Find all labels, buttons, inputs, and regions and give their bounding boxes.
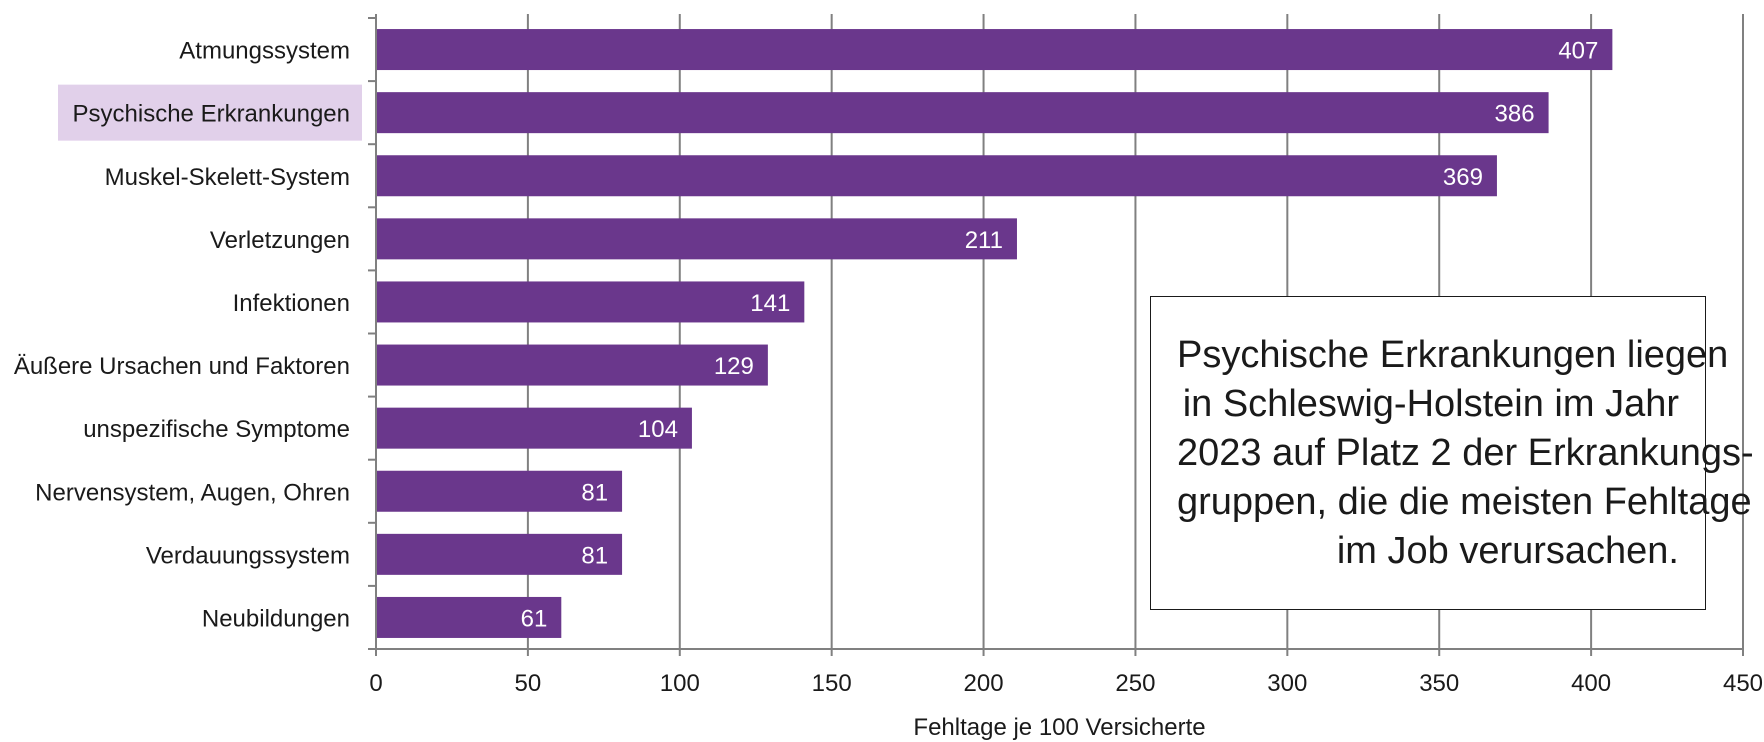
data-label: 407 xyxy=(1558,38,1598,65)
x-tick-label: 250 xyxy=(1115,670,1155,697)
data-label: 141 xyxy=(750,290,790,317)
x-axis-title: Fehltage je 100 Versicherte xyxy=(913,714,1205,741)
category-label: Nervensystem, Augen, Ohren xyxy=(35,479,350,506)
bar xyxy=(377,596,562,638)
data-label: 61 xyxy=(521,605,548,632)
data-label: 129 xyxy=(714,353,754,380)
data-label: 81 xyxy=(581,479,608,506)
category-label: Verdauungssystem xyxy=(146,542,350,569)
data-label: 104 xyxy=(638,416,678,443)
bar xyxy=(377,29,1613,71)
x-tick-label: 150 xyxy=(812,670,852,697)
category-label: Neubildungen xyxy=(202,605,350,632)
bar xyxy=(377,155,1497,197)
x-tick-label: 0 xyxy=(369,670,382,697)
axes xyxy=(368,14,1744,656)
callout-line: gruppen, die die meisten Fehltage xyxy=(1177,481,1752,523)
bar xyxy=(377,533,623,575)
callout-line: Psychische Erkrankungen liegen xyxy=(1177,334,1729,376)
x-tick-label: 300 xyxy=(1267,670,1307,697)
category-label: Verletzungen xyxy=(210,227,350,254)
category-label: unspezifische Symptome xyxy=(83,416,350,443)
bars xyxy=(377,29,1613,638)
callout-line: 2023 auf Platz 2 der Erkrankungs- xyxy=(1177,432,1754,474)
bar xyxy=(377,281,805,323)
category-label: Psychische Erkrankungen xyxy=(73,101,350,128)
x-tick-label: 350 xyxy=(1419,670,1459,697)
bar xyxy=(377,407,692,449)
x-tick-label: 100 xyxy=(660,670,700,697)
labels: 0 50 100 150 200 250 300 350 400 450 407 Atmungssys… xyxy=(14,38,1763,697)
x-tick-label: 400 xyxy=(1571,670,1611,697)
category-label: Muskel-Skelett-System xyxy=(105,164,350,191)
highlight-layer xyxy=(58,84,362,141)
category-label: Atmungssystem xyxy=(179,38,350,65)
data-label: 211 xyxy=(965,227,1003,254)
category-label: Äußere Ursachen und Faktoren xyxy=(14,353,350,380)
bar xyxy=(377,344,768,386)
x-tick-label: 450 xyxy=(1723,670,1763,697)
bar xyxy=(377,218,1017,260)
x-tick-label: 200 xyxy=(964,670,1004,697)
callout-line: im Job verursachen. xyxy=(1336,530,1679,572)
callout-box: Psychische Erkrankungen liegen in Schles… xyxy=(1150,296,1754,610)
bar xyxy=(377,92,1549,134)
category-highlight xyxy=(58,84,362,141)
data-label: 369 xyxy=(1443,164,1483,191)
x-tick-label: 50 xyxy=(515,670,542,697)
bar xyxy=(377,470,623,512)
data-label: 386 xyxy=(1495,101,1535,128)
category-label: Infektionen xyxy=(233,290,350,317)
data-label: 81 xyxy=(581,542,608,569)
callout-line: in Schleswig-Holstein im Jahr xyxy=(1182,383,1679,425)
